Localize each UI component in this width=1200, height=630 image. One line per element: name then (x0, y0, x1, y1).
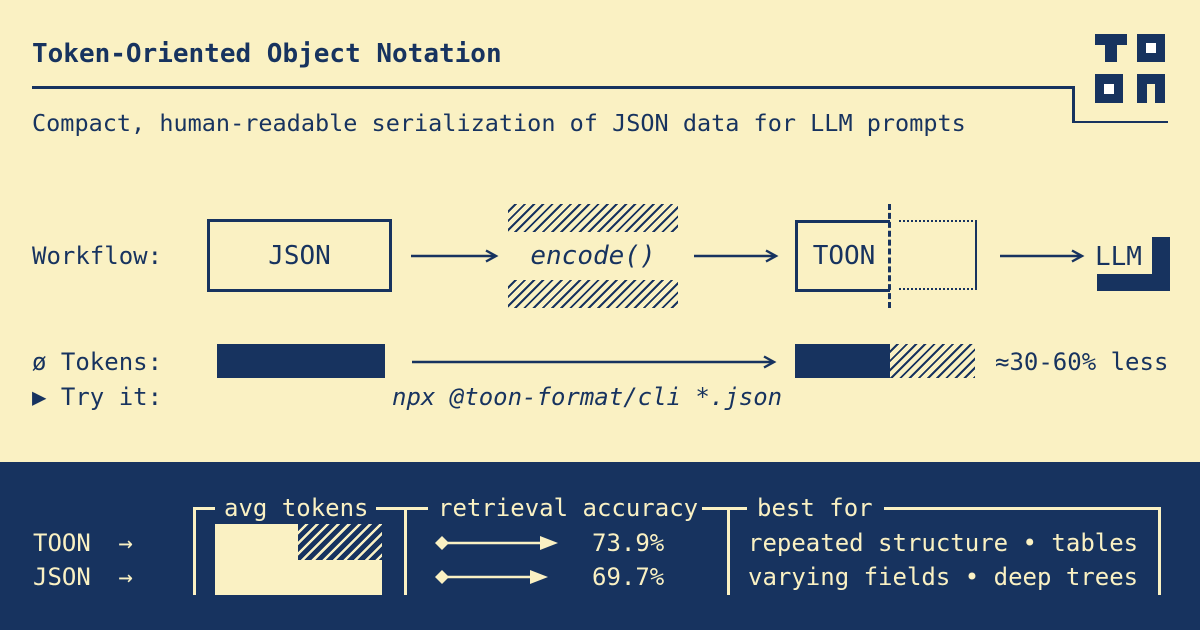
row-toon-name: TOON (33, 529, 91, 557)
tokens-label: ø Tokens: (32, 348, 163, 376)
arrow-tokens-icon (412, 355, 777, 369)
col-header-retrieval-accuracy: retrieval accuracy (438, 494, 699, 522)
json-box-label: JSON (268, 240, 331, 271)
bracket-left (193, 507, 196, 595)
llm-label: LLM (1095, 242, 1142, 272)
subtitle: Compact, human-readable serialization of… (32, 109, 966, 137)
try-it-label: ▶ Try it: (32, 383, 163, 411)
col-header-avg-tokens: avg tokens (224, 494, 369, 522)
logo-letter-t-bar (1095, 34, 1127, 45)
arrow-json-to-encode-icon (411, 249, 499, 263)
json-box: JSON (207, 219, 392, 292)
logo-letter-o-hole (1104, 84, 1114, 94)
accuracy-value-json: 69.7% (592, 563, 665, 591)
comparison-panel: TOON → JSON → avg tokens retrieval accur… (0, 462, 1200, 630)
bracket-seg-4 (702, 507, 728, 510)
bracket-tee-2 (727, 507, 730, 595)
logo-letter-n-top (1137, 74, 1165, 84)
divider-line-main (32, 86, 1074, 89)
divider-line-step (1072, 86, 1075, 123)
llm-corner-block-vertical (1152, 237, 1170, 291)
bracket-seg-6 (884, 507, 1160, 510)
logo-letter-n-left (1137, 74, 1147, 103)
accuracy-arrow-toon-icon (435, 536, 558, 550)
token-bar-toon (795, 344, 890, 378)
row-json-name: JSON (33, 563, 91, 591)
best-for-toon: repeated structure • tables (748, 529, 1139, 557)
encode-hatch-top (508, 204, 678, 232)
col-header-best-for: best for (757, 494, 873, 522)
logo-letter-O-hole (1146, 43, 1156, 53)
token-savings-label: ≈30-60% less (995, 348, 1169, 376)
accuracy-value-toon: 73.9% (592, 529, 665, 557)
workflow-label: Workflow: (32, 242, 163, 270)
avg-tokens-bar-toon (215, 524, 298, 560)
bracket-seg-5 (729, 507, 747, 510)
arrow-encode-to-toon-icon (694, 249, 779, 263)
toon-logo-icon (1095, 34, 1168, 104)
logo-letter-n-right (1155, 84, 1165, 103)
bracket-seg-2 (376, 507, 406, 510)
token-bar-saved-hatch (890, 344, 975, 378)
encode-hatch-bottom (508, 280, 678, 308)
llm-corner-block-horizontal (1097, 274, 1170, 291)
token-bar-json (217, 344, 385, 378)
page-title: Token-Oriented Object Notation (32, 39, 502, 69)
bracket-right (1158, 507, 1161, 595)
arrow-toon-to-llm-icon (1000, 249, 1085, 263)
avg-tokens-bar-json (215, 560, 382, 595)
toon-box-saved-outline (899, 220, 977, 290)
toon-box-label: TOON (812, 241, 876, 271)
row-toon-arrow-icon: → (118, 529, 133, 557)
logo-letter-t-stem (1105, 45, 1117, 62)
accuracy-arrow-json-icon (435, 570, 548, 584)
bracket-seg-3 (406, 507, 428, 510)
cli-command: npx @toon-format/cli *.json (392, 383, 783, 411)
row-label-json: JSON → (33, 563, 133, 591)
row-json-arrow-icon: → (118, 563, 133, 591)
row-label-toon: TOON → (33, 529, 133, 557)
divider-line-right (1072, 120, 1168, 123)
avg-tokens-bar-toon-saved-hatch (298, 524, 382, 560)
best-for-json: varying fields • deep trees (748, 563, 1139, 591)
toon-box-cut-line (888, 204, 891, 308)
encode-label: encode() (530, 241, 656, 271)
bracket-seg-1 (193, 507, 215, 510)
bracket-tee-1 (404, 507, 407, 595)
toon-box: TOON (795, 220, 890, 292)
